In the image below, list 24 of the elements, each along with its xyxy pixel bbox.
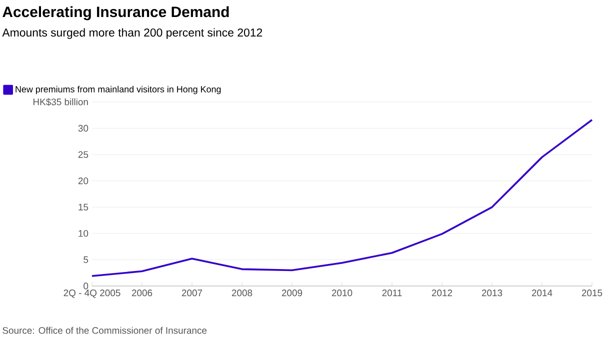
x-tick-label: 2010: [332, 290, 352, 296]
line-series: [91, 118, 593, 277]
y-tick-label: 0: [84, 282, 88, 290]
x-tick-label: 2013: [482, 290, 502, 296]
x-tick-label: 2006: [132, 290, 152, 296]
legend-label: New premiums from mainland visitors in Hong Kong: [16, 86, 221, 94]
y-tick-label: 25: [78, 151, 88, 158]
x-tick-label: 2Q - 4Q 2005: [64, 290, 120, 298]
x-tick-label: 2011: [382, 290, 402, 296]
y-tick-label: 30: [78, 124, 88, 132]
x-tick-label: 2008: [232, 290, 252, 296]
y-tick-label: 20: [78, 178, 88, 184]
y-tick-label: 15: [78, 204, 88, 210]
source-note: Source: Office of the Commissioner of Insurance: [2, 326, 207, 334]
y-tick-label: 10: [78, 230, 88, 237]
y-tick-label: HK$35 billion: [33, 98, 88, 106]
x-tick-label: 2009: [282, 290, 302, 296]
x-tick-label: 2014: [532, 290, 552, 296]
x-tick-label: 2015: [582, 290, 602, 296]
y-tick-label: 5: [84, 256, 88, 264]
x-tick-label: 2007: [182, 290, 202, 296]
x-tick-label: 2012: [432, 290, 452, 296]
chart-subtitle: Amounts surged more than 200 percent since 2012: [2, 28, 262, 39]
chart-title: Accelerating Insurance Demand: [2, 6, 229, 20]
